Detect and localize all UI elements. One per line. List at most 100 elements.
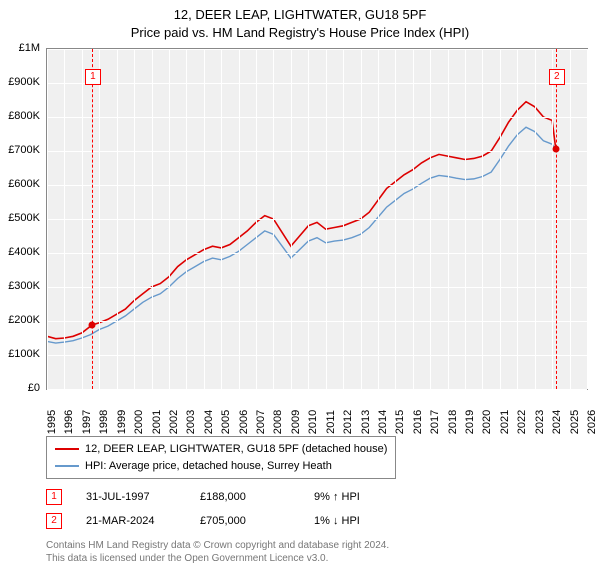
- sale-marker-box: 2: [549, 69, 565, 85]
- x-axis-label: 2021: [499, 410, 511, 434]
- x-axis-label: 2017: [429, 410, 441, 434]
- x-axis-label: 2005: [220, 410, 232, 434]
- sale-info-marker: 2: [46, 513, 62, 529]
- grid-line-h: [47, 83, 587, 84]
- grid-line-h: [47, 185, 587, 186]
- x-axis-label: 2025: [569, 410, 581, 434]
- legend-swatch: [55, 448, 79, 450]
- legend-and-info: 12, DEER LEAP, LIGHTWATER, GU18 5PF (det…: [46, 436, 586, 565]
- grid-line-v: [152, 49, 153, 389]
- x-axis-label: 2006: [238, 410, 250, 434]
- sale-info-date: 21-MAR-2024: [86, 515, 176, 527]
- sale-info-marker: 1: [46, 489, 62, 505]
- title-main: 12, DEER LEAP, LIGHTWATER, GU18 5PF: [0, 6, 600, 24]
- y-axis-label: £400K: [8, 246, 40, 258]
- grid-line-v: [291, 49, 292, 389]
- y-axis-label: £100K: [8, 348, 40, 360]
- grid-line-h: [47, 253, 587, 254]
- x-axis-label: 1996: [63, 410, 75, 434]
- grid-line-v: [186, 49, 187, 389]
- grid-line-v: [47, 49, 48, 389]
- x-axis-label: 2022: [516, 410, 528, 434]
- grid-line-v: [134, 49, 135, 389]
- footer-attribution: Contains HM Land Registry data © Crown c…: [46, 539, 586, 565]
- x-axis-label: 2024: [551, 410, 563, 434]
- x-axis-label: 2012: [342, 410, 354, 434]
- x-axis-label: 2008: [272, 410, 284, 434]
- sale-marker-box: 1: [85, 69, 101, 85]
- x-axis-label: 1997: [81, 410, 93, 434]
- legend-label: 12, DEER LEAP, LIGHTWATER, GU18 5PF (det…: [85, 441, 387, 458]
- sale-info-row: 131-JUL-1997£188,0009% ↑ HPI: [46, 485, 586, 509]
- legend-item: 12, DEER LEAP, LIGHTWATER, GU18 5PF (det…: [55, 441, 387, 458]
- grid-line-v: [395, 49, 396, 389]
- series-line: [47, 102, 556, 339]
- legend-label: HPI: Average price, detached house, Surr…: [85, 458, 332, 475]
- chart-container: 12, DEER LEAP, LIGHTWATER, GU18 5PF Pric…: [0, 0, 600, 560]
- grid-line-v: [448, 49, 449, 389]
- grid-line-v: [204, 49, 205, 389]
- y-axis-label: £700K: [8, 144, 40, 156]
- x-axis-label: 2003: [185, 410, 197, 434]
- legend-item: HPI: Average price, detached house, Surr…: [55, 458, 387, 475]
- x-axis-label: 2015: [394, 410, 406, 434]
- x-axis-label: 2011: [325, 410, 337, 434]
- grid-line-v: [82, 49, 83, 389]
- grid-line-v: [570, 49, 571, 389]
- grid-line-v: [273, 49, 274, 389]
- y-axis-label: £600K: [8, 178, 40, 190]
- y-axis-label: £1M: [19, 42, 40, 54]
- grid-line-v: [99, 49, 100, 389]
- sale-info-row: 2 21-MAR-2024 £705,000 1% ↓ HPI: [46, 509, 586, 533]
- grid-line-h: [47, 117, 587, 118]
- grid-line-v: [465, 49, 466, 389]
- sale-info-price: £188,000: [200, 491, 290, 503]
- grid-line-h: [47, 321, 587, 322]
- sale-point-icon: [88, 322, 95, 329]
- x-axis-label: 2014: [377, 410, 389, 434]
- chart-plot-area: 12: [46, 48, 588, 390]
- grid-line-v: [239, 49, 240, 389]
- y-axis-labels: £0£100K£200K£300K£400K£500K£600K£700K£80…: [0, 48, 44, 388]
- sale-marker-line: [556, 49, 557, 389]
- x-axis-label: 2020: [481, 410, 493, 434]
- grid-line-v: [587, 49, 588, 389]
- grid-line-v: [64, 49, 65, 389]
- y-axis-label: £800K: [8, 110, 40, 122]
- grid-line-v: [413, 49, 414, 389]
- footer-line-1: Contains HM Land Registry data © Crown c…: [46, 539, 586, 552]
- grid-line-v: [169, 49, 170, 389]
- x-axis-label: 2000: [133, 410, 145, 434]
- x-axis-label: 2018: [447, 410, 459, 434]
- grid-line-v: [308, 49, 309, 389]
- sale-info-price: £705,000: [200, 515, 290, 527]
- grid-line-v: [343, 49, 344, 389]
- grid-line-v: [221, 49, 222, 389]
- grid-line-v: [552, 49, 553, 389]
- sale-info-hpi: 1% ↓ HPI: [314, 515, 404, 527]
- grid-line-v: [378, 49, 379, 389]
- x-axis-label: 1999: [116, 410, 128, 434]
- x-axis-label: 2007: [255, 410, 267, 434]
- grid-line-h: [47, 287, 587, 288]
- x-axis-label: 1998: [98, 410, 110, 434]
- grid-line-v: [535, 49, 536, 389]
- grid-line-v: [326, 49, 327, 389]
- y-axis-label: £200K: [8, 314, 40, 326]
- y-axis-label: £300K: [8, 280, 40, 292]
- grid-line-v: [517, 49, 518, 389]
- grid-line-v: [256, 49, 257, 389]
- y-axis-label: £900K: [8, 76, 40, 88]
- sale-info-rows: 131-JUL-1997£188,0009% ↑ HPI 2 21-MAR-2024…: [46, 485, 586, 533]
- grid-line-h: [47, 355, 587, 356]
- x-axis-label: 2026: [586, 410, 598, 434]
- titles: 12, DEER LEAP, LIGHTWATER, GU18 5PF Pric…: [0, 0, 600, 41]
- x-axis-label: 2010: [307, 410, 319, 434]
- grid-line-v: [361, 49, 362, 389]
- x-axis-label: 2019: [464, 410, 476, 434]
- x-axis-label: 2009: [290, 410, 302, 434]
- x-axis-label: 2013: [360, 410, 372, 434]
- grid-line-v: [500, 49, 501, 389]
- y-axis-label: £500K: [8, 212, 40, 224]
- grid-line-v: [117, 49, 118, 389]
